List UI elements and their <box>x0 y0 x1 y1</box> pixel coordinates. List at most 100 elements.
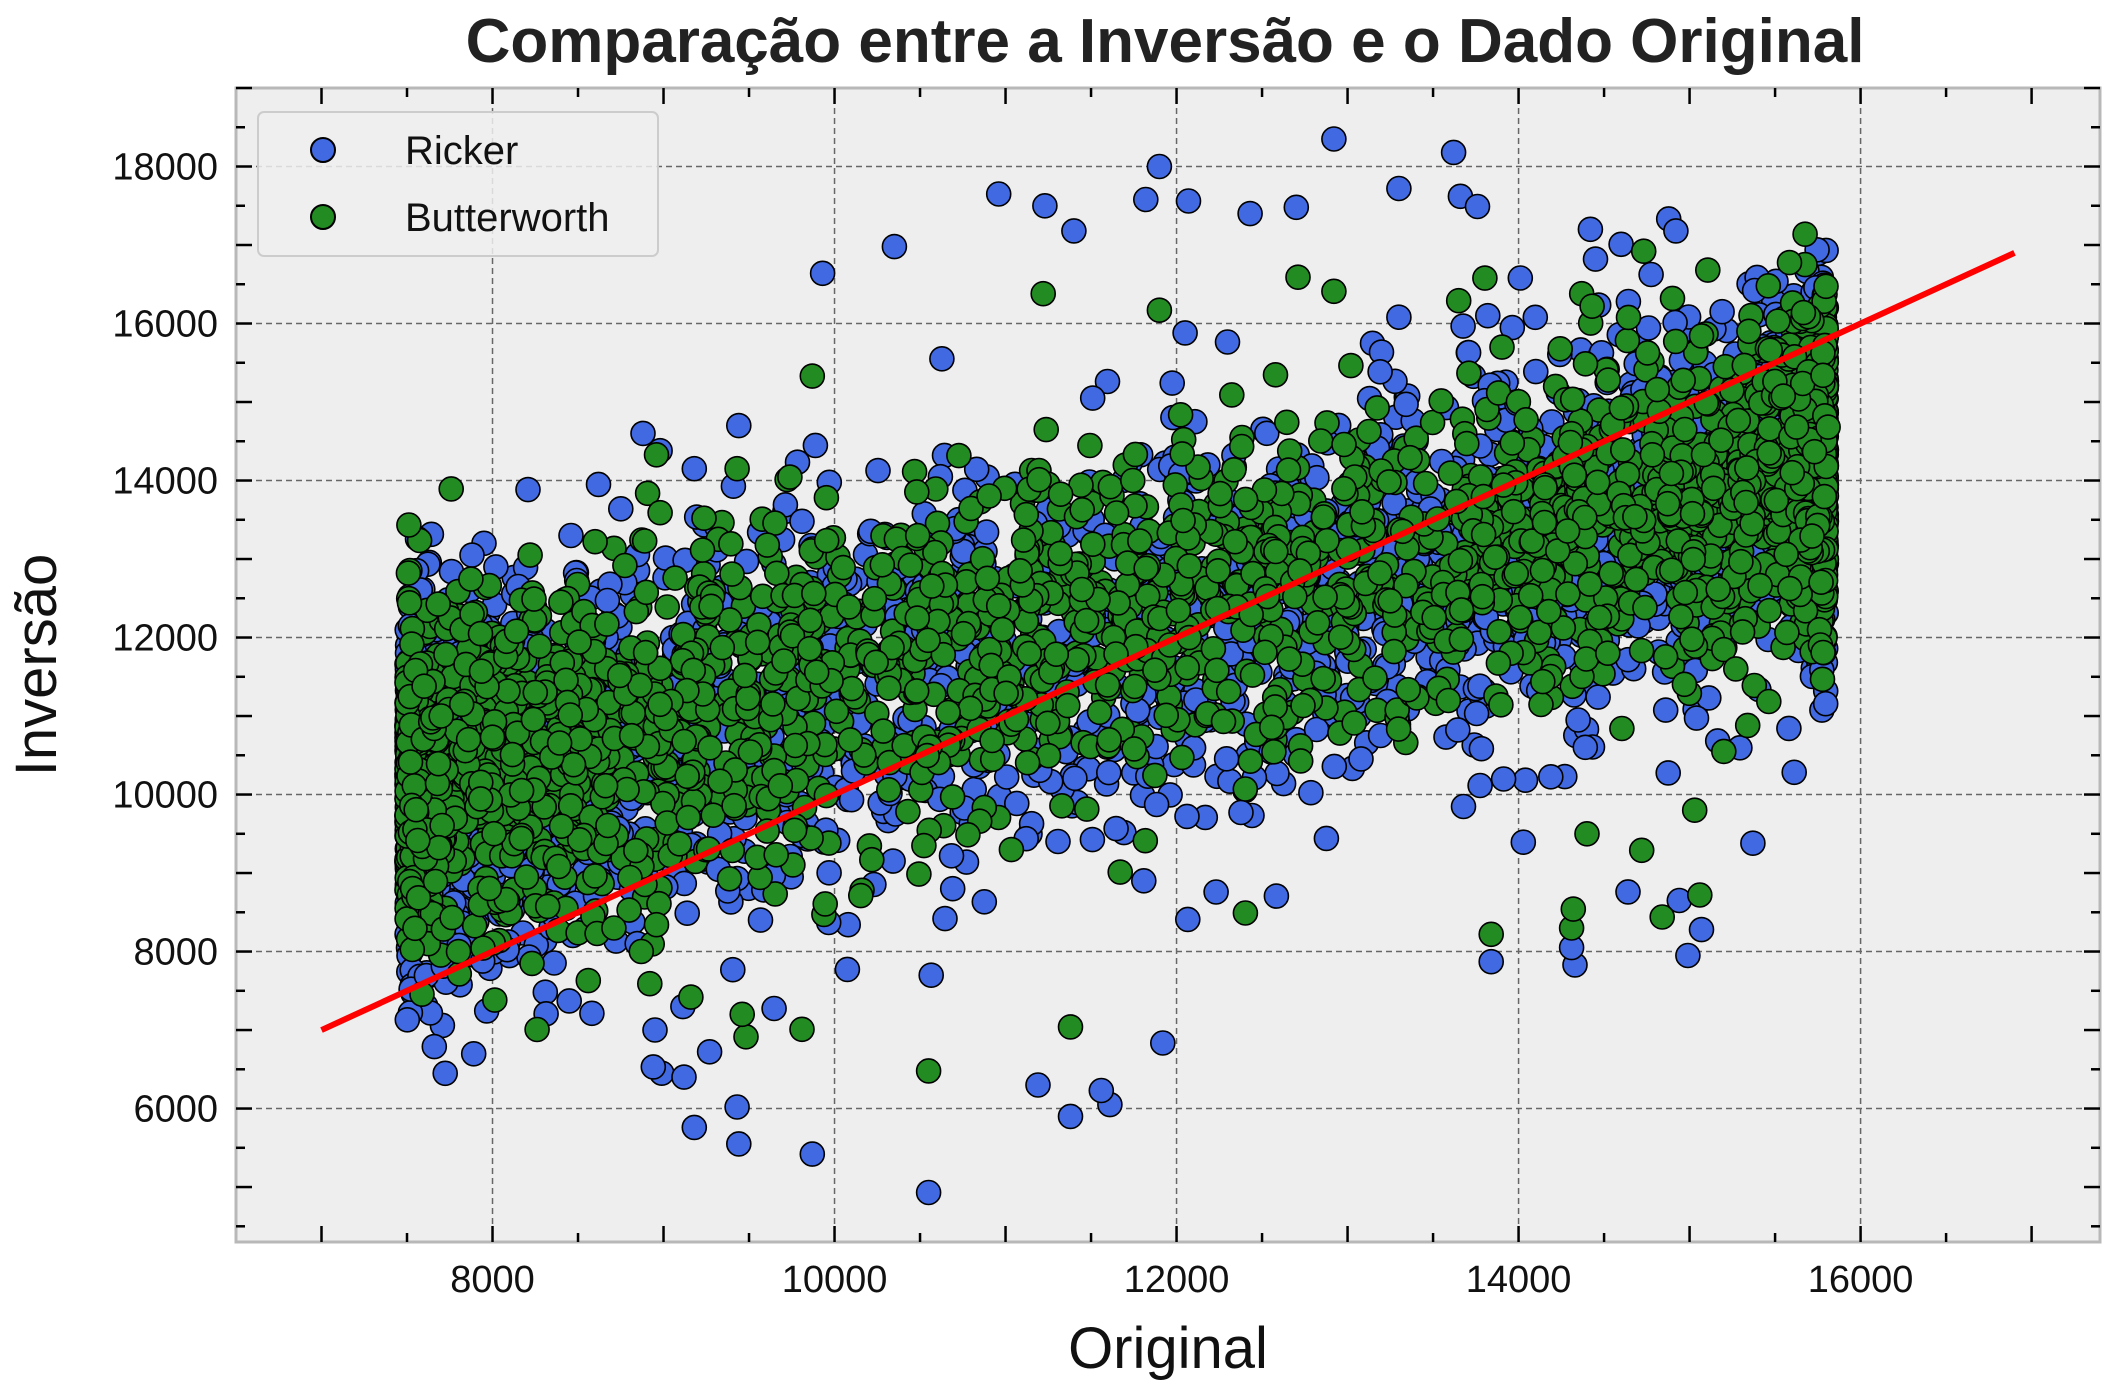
butterworth-point <box>1239 662 1266 688</box>
ricker-point <box>1608 231 1634 258</box>
butterworth-point <box>647 655 674 682</box>
butterworth-point <box>433 641 459 668</box>
butterworth-point <box>1499 430 1526 456</box>
ricker-point <box>630 420 656 447</box>
ricker-point <box>789 508 815 535</box>
ricker-point <box>541 950 567 976</box>
ricker-point <box>865 457 891 484</box>
ricker-point <box>1450 793 1477 820</box>
butterworth-point <box>1338 352 1364 379</box>
butterworth-point <box>396 512 422 538</box>
butterworth-point <box>1308 428 1334 454</box>
ricker-point <box>1467 772 1493 799</box>
butterworth-point <box>1792 221 1818 247</box>
butterworth-point <box>904 522 931 549</box>
ricker-point <box>1781 759 1807 786</box>
ricker-point <box>1263 883 1290 909</box>
butterworth-point <box>1412 470 1439 497</box>
butterworth-point <box>634 480 661 507</box>
ricker-point <box>1615 879 1641 905</box>
butterworth-point <box>689 537 716 563</box>
ricker-point <box>558 522 584 549</box>
butterworth-point <box>1756 415 1783 442</box>
ricker-point <box>1057 1103 1084 1130</box>
butterworth-point <box>1014 749 1041 776</box>
chart-title: Comparação entre a Inversão e o Dado Ori… <box>466 7 1865 76</box>
butterworth-point <box>1671 671 1698 698</box>
butterworth-point <box>1080 531 1106 558</box>
ricker-point <box>640 1054 667 1080</box>
butterworth-point <box>1310 665 1336 692</box>
ricker-point <box>1507 265 1534 291</box>
ricker-point <box>1313 825 1340 852</box>
butterworth-point <box>1672 579 1699 606</box>
butterworth-point <box>1174 654 1200 681</box>
ricker-point <box>993 764 1020 790</box>
butterworth-point <box>1121 736 1147 762</box>
butterworth-point <box>399 936 426 963</box>
ricker-point <box>1348 746 1374 772</box>
butterworth-point <box>1528 691 1554 718</box>
ricker-point <box>1032 193 1058 219</box>
butterworth-point <box>744 629 771 656</box>
butterworth-point <box>1055 692 1081 719</box>
butterworth-point <box>1385 716 1412 742</box>
butterworth-point <box>1122 441 1149 468</box>
ricker-point <box>1450 313 1476 339</box>
butterworth-point <box>869 551 896 578</box>
butterworth-point <box>445 938 472 965</box>
butterworth-point <box>762 881 789 907</box>
ricker-point <box>594 587 621 614</box>
butterworth-point <box>1572 350 1599 377</box>
butterworth-point <box>763 560 790 587</box>
butterworth-point <box>813 527 840 554</box>
ricker-point <box>939 875 966 902</box>
butterworth-point <box>1595 367 1621 393</box>
ricker-point <box>932 905 958 932</box>
butterworth-point <box>1489 334 1515 360</box>
butterworth-point <box>939 784 966 810</box>
ricker-point <box>1585 684 1611 710</box>
ricker-point <box>671 1064 697 1090</box>
butterworth-point <box>1700 475 1727 502</box>
butterworth-point <box>1741 672 1768 699</box>
butterworth-point <box>1454 430 1480 457</box>
ricker-point <box>1061 218 1087 244</box>
butterworth-point <box>1662 328 1689 355</box>
ricker-point <box>1175 906 1201 933</box>
butterworth-point <box>1169 744 1195 771</box>
butterworth-point <box>812 891 839 917</box>
butterworth-point <box>1623 566 1650 593</box>
ricker-point <box>1174 803 1200 830</box>
butterworth-point <box>1419 409 1446 436</box>
butterworth-point <box>1026 466 1052 493</box>
butterworth-point <box>666 830 693 857</box>
butterworth-point <box>1275 457 1302 483</box>
ricker-point <box>1228 799 1254 826</box>
ricker-point <box>1298 779 1324 806</box>
ricker-point <box>1688 916 1715 943</box>
ricker-point <box>1445 717 1471 743</box>
ricker-point <box>1094 368 1121 395</box>
ricker-point <box>1463 700 1490 727</box>
butterworth-point <box>1562 550 1589 577</box>
butterworth-point <box>813 484 840 511</box>
butterworth-point <box>1069 576 1095 603</box>
butterworth-point <box>654 594 681 620</box>
ricker-point <box>1490 766 1517 792</box>
ricker-point <box>963 456 990 483</box>
butterworth-point <box>1349 498 1375 525</box>
butterworth-point <box>1310 504 1337 530</box>
butterworth-point <box>1628 637 1655 664</box>
butterworth-point <box>1367 560 1393 586</box>
ricker-point <box>1478 948 1504 975</box>
ricker-point <box>1393 391 1419 418</box>
butterworth-point <box>906 861 932 887</box>
butterworth-point <box>616 897 642 923</box>
butterworth-point <box>1122 673 1148 700</box>
butterworth-point <box>777 464 803 490</box>
butterworth-point <box>1204 657 1230 684</box>
ricker-point <box>1386 304 1412 331</box>
butterworth-point <box>1448 626 1475 653</box>
butterworth-point <box>953 568 980 595</box>
